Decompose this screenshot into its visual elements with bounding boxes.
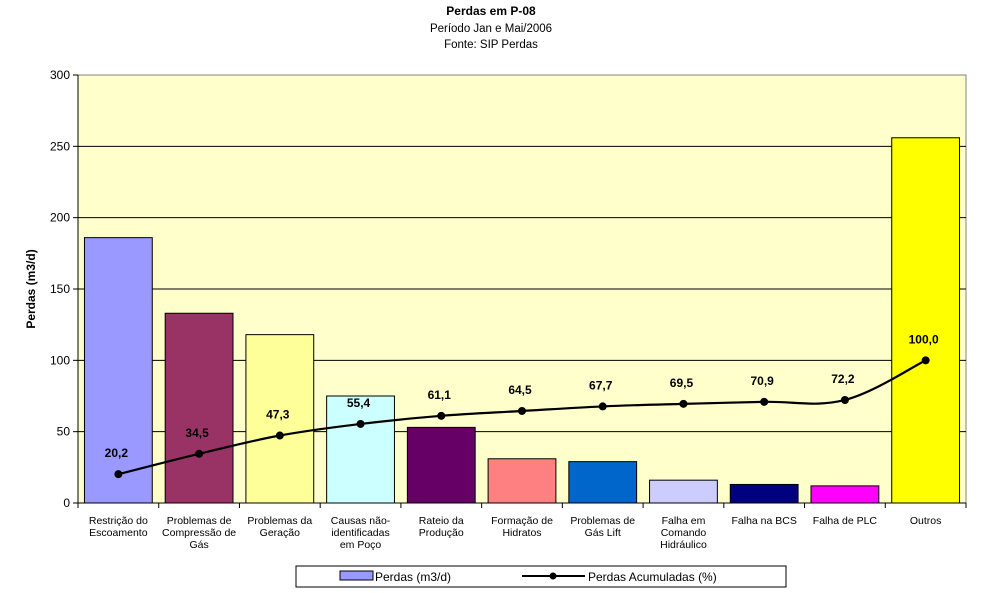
legend: Perdas (m3/d) Perdas Acumuladas (%) bbox=[295, 565, 787, 588]
line-point bbox=[275, 431, 284, 440]
chart-subtitle-source: Fonte: SIP Perdas bbox=[444, 39, 538, 51]
x-tick-label: Outros bbox=[910, 515, 942, 527]
y-tick-label: 200 bbox=[50, 211, 70, 225]
legend-label-perdas: Perdas (m3/d) bbox=[375, 570, 451, 584]
bar bbox=[83, 237, 153, 504]
y-axis-label: Perdas (m3/d) bbox=[24, 249, 38, 328]
line-point bbox=[598, 402, 607, 411]
line-point bbox=[114, 470, 123, 479]
bar bbox=[729, 483, 799, 504]
x-tick-label: Rateio da Produção bbox=[419, 515, 464, 539]
data-label: 20,2 bbox=[105, 446, 129, 460]
line-point bbox=[356, 419, 365, 428]
y-tick-label: 300 bbox=[50, 68, 70, 82]
x-tick-label: Falha em Comando Hidráulico bbox=[660, 515, 707, 551]
data-label: 61,1 bbox=[428, 388, 452, 402]
x-tick-label: Problemas da Geração bbox=[247, 515, 312, 539]
bar bbox=[164, 312, 234, 504]
legend-swatch-perdas bbox=[339, 570, 374, 581]
line-point bbox=[921, 356, 930, 365]
data-label: 72,2 bbox=[831, 372, 855, 386]
data-label: 47,3 bbox=[266, 408, 290, 422]
x-tick-label: Falha de PLC bbox=[813, 515, 878, 527]
data-label: 69,5 bbox=[670, 376, 694, 390]
bar bbox=[406, 426, 476, 504]
y-tick-label: 100 bbox=[50, 353, 70, 367]
line-point bbox=[760, 397, 769, 406]
x-tick-label: Causas não-identificadas em Poço bbox=[331, 515, 391, 551]
x-tick-label: Falha na BCS bbox=[731, 515, 796, 527]
chart-title: Perdas em P-08 bbox=[446, 4, 536, 18]
legend-marker-acumuladas bbox=[549, 572, 557, 580]
x-tick-label: Formação de Hidratos bbox=[491, 515, 553, 539]
chart-subtitle-period: Período Jan e Mai/2006 bbox=[430, 23, 552, 35]
line-series: 20,2 34,5 47,3 55,4 61,1 64,5 67,7 69,5 70,9 72,2… bbox=[105, 332, 939, 479]
y-tick-label: 150 bbox=[50, 282, 70, 296]
y-tick-label: 0 bbox=[63, 496, 70, 510]
data-label: 34,5 bbox=[185, 426, 209, 440]
bar bbox=[487, 458, 557, 504]
bar bbox=[649, 479, 718, 504]
bar bbox=[326, 395, 395, 504]
line-point bbox=[518, 406, 526, 415]
bar bbox=[245, 334, 315, 504]
legend-label-acumuladas: Perdas Acumuladas (%) bbox=[588, 570, 717, 584]
x-tick-label: Problemas de Gás Lift bbox=[570, 515, 635, 539]
y-tick-label: 250 bbox=[50, 139, 70, 153]
line-point bbox=[195, 449, 204, 458]
y-tick-label: 50 bbox=[57, 425, 71, 439]
line-point bbox=[840, 395, 849, 404]
x-tick-label: Problemas de Compressão de Gás bbox=[162, 515, 236, 551]
data-label: 70,9 bbox=[751, 374, 775, 388]
data-label: 100,0 bbox=[909, 332, 939, 346]
data-label: 55,4 bbox=[347, 396, 371, 410]
bar bbox=[568, 461, 638, 504]
bar bbox=[891, 137, 961, 504]
data-label: 67,7 bbox=[589, 378, 613, 392]
line-point bbox=[679, 399, 688, 408]
x-axis: Restrição do Escoamento Problemas de Compre… bbox=[77, 502, 967, 551]
y-axis: 0 50 100 150 200 250 300 bbox=[50, 68, 79, 510]
bar-series bbox=[83, 137, 961, 504]
data-label: 64,5 bbox=[508, 383, 532, 397]
line-point bbox=[437, 411, 446, 420]
bar bbox=[810, 485, 880, 504]
x-tick-label: Restrição do Escoamento bbox=[89, 515, 148, 539]
